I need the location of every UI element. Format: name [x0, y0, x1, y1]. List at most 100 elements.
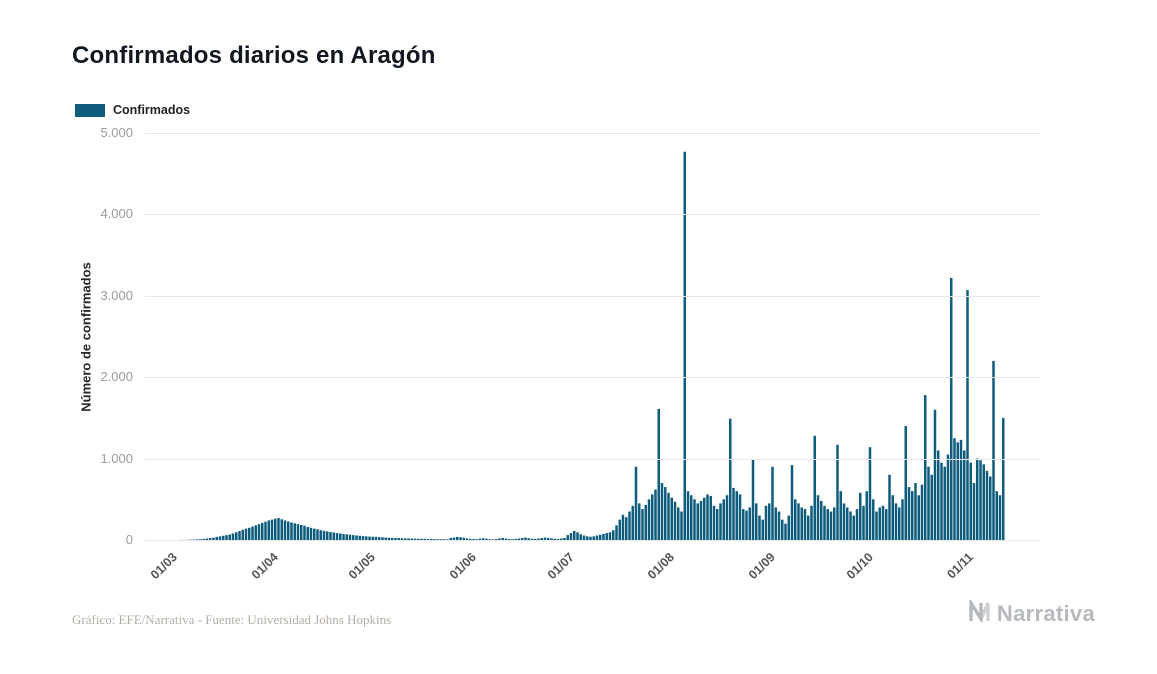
bar	[969, 462, 972, 540]
bar	[989, 476, 992, 540]
bar	[456, 536, 459, 540]
bar	[280, 519, 283, 540]
bar	[755, 503, 758, 540]
bar	[274, 518, 277, 540]
bar	[933, 409, 937, 540]
bar	[670, 497, 673, 540]
bar	[839, 491, 842, 540]
bar	[891, 495, 894, 540]
y-axis-tick-label: 0	[125, 532, 133, 547]
bar	[459, 537, 462, 540]
gridline	[145, 377, 1040, 379]
bar	[719, 503, 722, 540]
bar	[313, 528, 316, 540]
bar	[378, 537, 381, 540]
bar	[514, 538, 517, 540]
bar	[293, 523, 296, 540]
bar	[267, 520, 270, 540]
bar	[439, 539, 443, 540]
bar	[326, 531, 329, 540]
bar	[550, 538, 553, 540]
bar	[589, 536, 592, 540]
bar	[498, 538, 501, 540]
bar	[647, 499, 651, 540]
bar	[966, 290, 969, 540]
gridline	[145, 214, 1040, 216]
bar	[855, 509, 859, 540]
bar	[222, 535, 225, 540]
bar	[800, 507, 803, 540]
bar	[394, 537, 397, 540]
bar	[212, 537, 215, 540]
bar	[738, 494, 742, 540]
bar	[735, 491, 738, 540]
bar	[868, 447, 872, 540]
bar	[241, 529, 244, 540]
bar	[628, 511, 631, 540]
bar	[361, 536, 365, 540]
bar	[202, 538, 205, 540]
bar	[504, 538, 508, 540]
bar	[953, 438, 956, 540]
x-axis-tick-label: 01/04	[248, 550, 281, 583]
legend-label: Confirmados	[113, 103, 191, 117]
bar	[540, 538, 543, 540]
bar	[443, 539, 446, 540]
bar	[573, 531, 576, 540]
bar	[530, 538, 534, 540]
bar	[654, 489, 657, 540]
bar	[332, 532, 335, 540]
bar	[673, 501, 677, 540]
bar	[826, 509, 829, 540]
bar	[937, 450, 940, 540]
bar	[270, 519, 274, 540]
bar	[797, 503, 800, 540]
bar	[264, 521, 267, 540]
bar	[878, 507, 881, 540]
bar	[820, 500, 823, 540]
bar	[339, 533, 342, 540]
bar	[218, 536, 222, 540]
bar	[862, 505, 865, 540]
bar	[430, 539, 433, 540]
bar	[898, 507, 901, 540]
x-axis-tick-label: 01/10	[843, 550, 876, 583]
bar	[348, 534, 352, 540]
bar	[303, 525, 306, 540]
y-axis-tick-label: 4.000	[100, 206, 133, 222]
bar	[586, 536, 589, 540]
bar	[235, 532, 238, 540]
bar	[371, 536, 374, 540]
bar	[631, 505, 634, 540]
bar	[524, 537, 527, 540]
bar	[751, 459, 755, 540]
bar	[449, 537, 452, 540]
gridline	[145, 540, 1040, 541]
gridline	[145, 133, 1040, 134]
x-axis-tick-label: 01/11	[944, 550, 977, 582]
bar	[774, 507, 777, 540]
bar	[368, 536, 371, 540]
bar	[244, 528, 248, 540]
bars-svg	[179, 151, 1005, 540]
bar	[355, 535, 358, 540]
bar	[803, 509, 807, 540]
y-axis-tick-label: 3.000	[100, 287, 133, 303]
bar	[894, 503, 898, 540]
bar	[758, 515, 761, 540]
bar	[560, 538, 563, 540]
bar	[911, 491, 914, 540]
bar	[306, 526, 309, 540]
bar	[228, 534, 231, 540]
bar	[696, 503, 699, 540]
bar	[602, 533, 605, 540]
bar	[309, 527, 313, 540]
bar	[446, 539, 449, 540]
bar	[225, 535, 228, 540]
bar	[930, 474, 933, 540]
bar	[660, 483, 664, 540]
y-axis-tick-label: 5.000	[100, 125, 133, 140]
bar	[342, 533, 345, 540]
bar	[745, 510, 748, 540]
bar	[352, 535, 355, 540]
